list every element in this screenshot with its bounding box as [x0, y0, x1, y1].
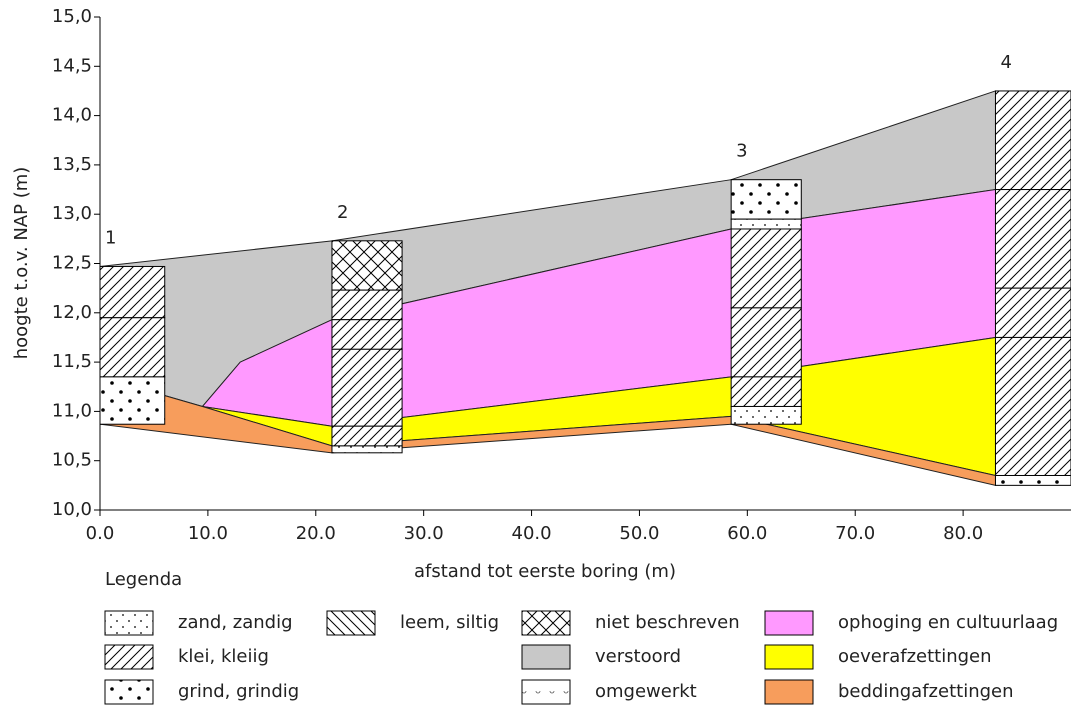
- boring-segment: [332, 446, 402, 453]
- y-tick-label: 12,5: [52, 253, 92, 274]
- chart: afstand tot eerste boring (m) hoogte t.o…: [0, 0, 1071, 716]
- legend-label: beddingafzettingen: [838, 681, 1014, 702]
- y-tick-label: 14,0: [52, 105, 92, 126]
- x-tick-label: 10.0: [188, 523, 228, 544]
- boring-segment: [731, 308, 801, 377]
- boring-label: 3: [736, 141, 747, 162]
- legend-label: omgewerkt: [595, 681, 697, 702]
- x-tick-label: 50.0: [619, 523, 659, 544]
- legend-label: zand, zandig: [178, 612, 293, 633]
- legend-title: Legenda: [105, 569, 182, 590]
- legend-label: leem, siltig: [400, 612, 499, 633]
- boring-segment: [731, 180, 801, 219]
- boring-segment: [332, 320, 402, 350]
- y-tick-label: 13,0: [52, 203, 92, 224]
- boring-segment: [995, 91, 1071, 190]
- page: {"chart_data":{"type":"cross-section", "…: [0, 0, 1071, 716]
- legend-swatch: [105, 645, 153, 669]
- legend-swatch: [522, 645, 570, 669]
- boring-segment: [332, 349, 402, 426]
- boring-label: 1: [105, 227, 116, 248]
- y-tick-label: 11,5: [52, 351, 92, 372]
- y-tick-label: 13,5: [52, 154, 92, 175]
- x-tick-label: 0.0: [86, 523, 115, 544]
- boring-segment: [731, 219, 801, 229]
- x-tick-label: 30.0: [404, 523, 444, 544]
- legend-label: oeverafzettingen: [838, 646, 992, 667]
- boring-segment: [731, 377, 801, 407]
- legend-swatch: [522, 611, 570, 635]
- legend-label: klei, kleiig: [178, 646, 269, 667]
- y-tick-label: 12,0: [52, 302, 92, 323]
- legend-swatch: [765, 645, 813, 669]
- legend-label: grind, grindig: [178, 681, 299, 702]
- legend-label: niet beschreven: [595, 612, 740, 633]
- boring-segment: [995, 190, 1071, 289]
- x-tick-label: 40.0: [512, 523, 552, 544]
- legend-label: verstoord: [595, 646, 681, 667]
- legend-swatch: [327, 611, 375, 635]
- legend-swatch: [765, 680, 813, 704]
- boring-segment: [731, 406, 801, 424]
- boring-segment: [100, 266, 165, 317]
- x-tick-label: 80.0: [943, 523, 983, 544]
- legend-swatch: [105, 611, 153, 635]
- y-tick-label: 10,0: [52, 499, 92, 520]
- y-axis-label: hoogte t.o.v. NAP (m): [11, 167, 32, 360]
- boring-segment: [995, 288, 1071, 337]
- boring-segment: [332, 290, 402, 320]
- legend-swatch: [522, 680, 570, 704]
- x-tick-label: 60.0: [727, 523, 767, 544]
- y-tick-label: 11,0: [52, 400, 92, 421]
- boring-segment: [995, 475, 1071, 485]
- legend-swatch: [105, 680, 153, 704]
- legend-label: ophoging en cultuurlaag: [838, 612, 1058, 633]
- x-axis-label: afstand tot eerste boring (m): [414, 561, 676, 582]
- boring-label: 2: [337, 202, 348, 223]
- y-tick-label: 14,5: [52, 55, 92, 76]
- y-tick-label: 10,5: [52, 450, 92, 471]
- boring-segment: [332, 426, 402, 446]
- boring-segment: [100, 377, 165, 424]
- boring-label: 4: [1000, 52, 1011, 73]
- boring-segment: [100, 318, 165, 377]
- y-tick-label: 15,0: [52, 6, 92, 27]
- x-tick-label: 70.0: [835, 523, 875, 544]
- boring-segment: [731, 229, 801, 308]
- legend-swatch: [765, 611, 813, 635]
- boring-segment: [995, 337, 1071, 475]
- boring-segment: [332, 241, 402, 290]
- x-tick-label: 20.0: [296, 523, 336, 544]
